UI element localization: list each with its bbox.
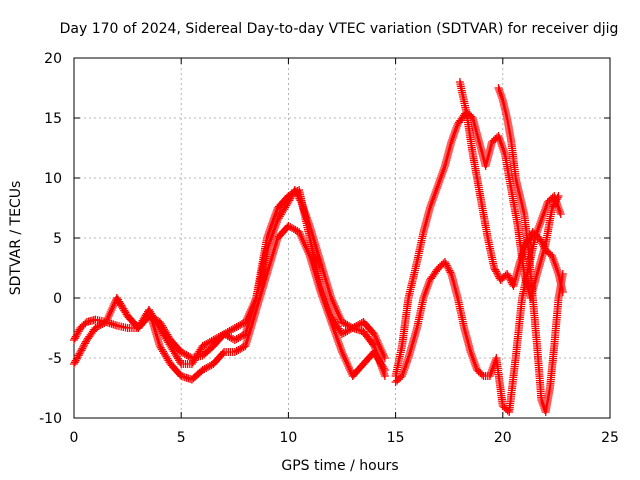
y-axis-label: SDTVAR / TECUs: [8, 181, 24, 296]
x-tick-label: 20: [494, 430, 512, 446]
chart-title: Day 170 of 2024, Sidereal Day-to-day VTE…: [60, 21, 619, 37]
series-markers: [112, 186, 389, 368]
series-7: [494, 84, 567, 416]
y-tick-label: 5: [53, 231, 62, 247]
y-tick-label: 10: [44, 171, 62, 187]
y-tick-label: 20: [44, 51, 62, 67]
x-tick-label: 5: [177, 430, 186, 446]
x-tick-label: 10: [279, 430, 297, 446]
y-tick-labels: -10 -5 0 5 10 15 20: [39, 51, 62, 427]
axis-ticks: [73, 57, 611, 419]
series-markers: [494, 84, 567, 416]
series-3: [112, 186, 389, 368]
y-tick-label: 15: [44, 111, 62, 127]
x-tick-label: 25: [601, 430, 619, 446]
y-tick-label: 0: [53, 291, 62, 307]
y-tick-label: -10: [39, 411, 62, 427]
series-markers: [391, 108, 563, 380]
data-series: [70, 78, 567, 416]
x-tick-label: 15: [387, 430, 405, 446]
x-tick-labels: 0 5 10 15 20 25: [70, 430, 619, 446]
series-4: [391, 108, 563, 380]
y-tick-label: -5: [48, 351, 62, 367]
x-tick-label: 0: [70, 430, 79, 446]
x-axis-label: GPS time / hours: [281, 458, 398, 474]
